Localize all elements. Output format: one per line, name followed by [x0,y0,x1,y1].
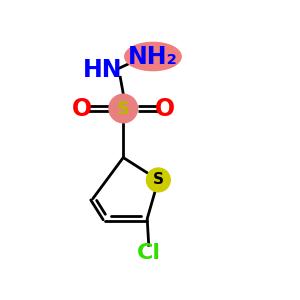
Text: O: O [72,97,92,121]
Ellipse shape [125,42,181,70]
Circle shape [146,168,170,192]
Text: NH₂: NH₂ [128,44,178,68]
Text: S: S [153,172,164,188]
Text: O: O [155,97,175,121]
Circle shape [109,94,137,123]
Text: HN: HN [83,58,122,82]
Text: S: S [117,100,130,118]
Text: Cl: Cl [137,243,161,263]
